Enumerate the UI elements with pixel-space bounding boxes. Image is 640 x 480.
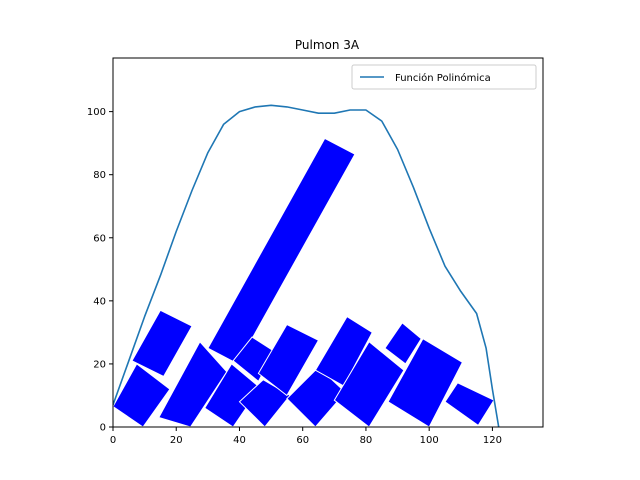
- series-line-1: [113, 104, 500, 427]
- x-tick-label: 80: [360, 435, 373, 446]
- plot-marks: [113, 104, 500, 427]
- blue-rectangle-12: [384, 322, 422, 365]
- y-tick-label: 60: [93, 233, 106, 244]
- blue-rectangle-1: [113, 363, 171, 427]
- legend-box: [351, 64, 537, 90]
- legend: Función Polinómica: [351, 64, 537, 90]
- x-tick-label: 40: [233, 435, 246, 446]
- x-tick-label: 0: [110, 435, 116, 446]
- y-tick-label: 40: [93, 296, 106, 307]
- axes-frame: [112, 57, 544, 428]
- blue-rectangle-11: [333, 341, 405, 427]
- chart-title: Pulmon 3A: [295, 38, 360, 52]
- y-axis: 0 20 40 60 80 100: [87, 107, 113, 434]
- blue-rectangle-2: [131, 309, 193, 378]
- y-tick-label: 0: [100, 423, 106, 434]
- x-tick-label: 60: [296, 435, 309, 446]
- y-tick-label: 80: [93, 170, 106, 181]
- blue-rectangle-8: [257, 323, 320, 397]
- blue-rectangle-13: [387, 338, 464, 427]
- x-tick-label: 100: [420, 435, 439, 446]
- legend-label: Función Polinómica: [395, 72, 491, 84]
- y-tick-label: 100: [87, 107, 106, 118]
- y-tick-label: 20: [93, 359, 106, 370]
- blue-rectangle-5: [207, 137, 356, 365]
- x-axis: 0 20 40 60 80 100 120: [110, 427, 502, 446]
- blue-rectangle-10: [314, 315, 373, 387]
- x-tick-label: 20: [170, 435, 183, 446]
- plot-area: [113, 104, 500, 427]
- x-tick-label: 120: [483, 435, 502, 446]
